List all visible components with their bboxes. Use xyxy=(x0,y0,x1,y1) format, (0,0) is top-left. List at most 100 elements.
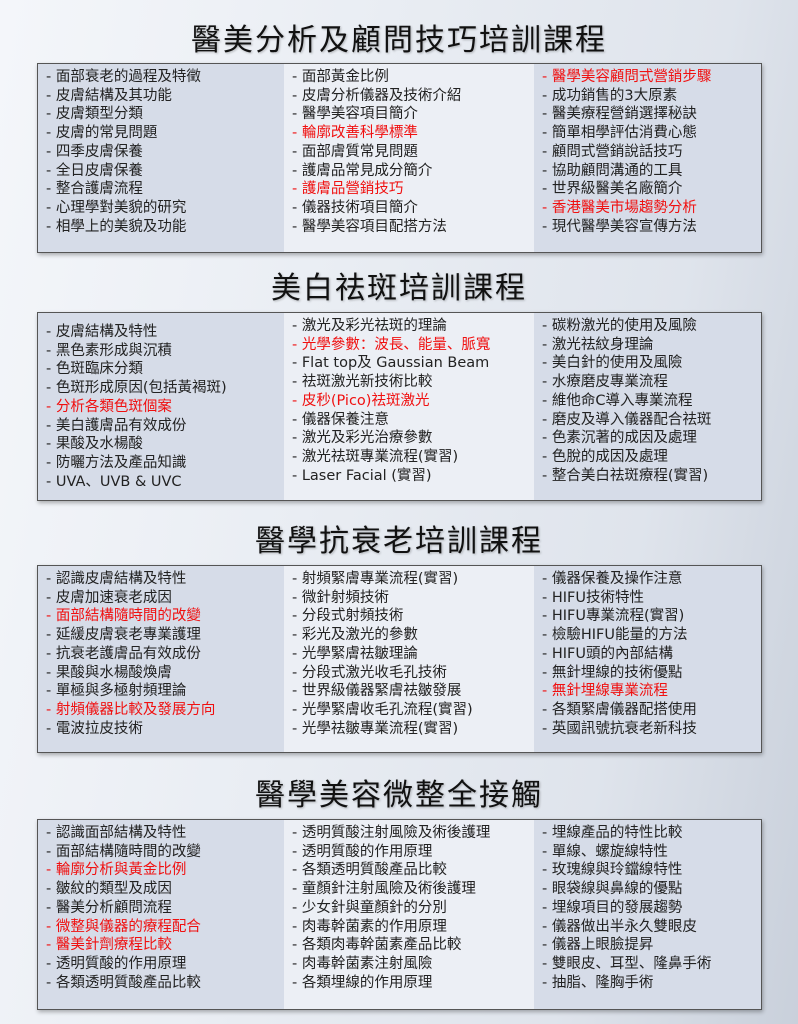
course-item: - 世界級醫美名廠簡介 xyxy=(542,181,683,198)
course-item: - 心理學對美貌的研究 xyxy=(46,199,187,216)
course-item: - HIFU專業流程(實習) xyxy=(542,608,685,625)
course-item: - 相學上的美貌及功能 xyxy=(46,218,187,235)
course-column: - 皮膚結構及特性 - 黑色素形成與沉積 - 色斑臨床分類 - 色斑形成原因(包括黃褐… xyxy=(38,313,284,500)
course-item: - 面部結構隨時間的改變 xyxy=(46,843,201,860)
course-item: - 玫瑰線與玲鐺線特性 xyxy=(542,862,683,879)
course-item: - 果酸與水楊酸煥膚 xyxy=(46,664,172,681)
course-item: - 透明質酸注射風險及術後護理 xyxy=(292,825,491,841)
highlighted-course-item: - 分析各類色斑個案 xyxy=(46,398,172,415)
course-item: - 儀器保養注意 xyxy=(292,411,389,428)
course-item: - 皮膚加速衰老成因 xyxy=(46,589,172,606)
course-item: - 簡單相學評估消費心態 xyxy=(542,125,697,142)
course-item: - 無針埋線的技術優點 xyxy=(542,664,683,681)
course-item: - 皮膚的常見問題 xyxy=(46,125,158,142)
highlighted-course-item: - 醫美針劑療程比較 xyxy=(46,937,172,954)
course-item: - 光學緊膚收毛孔流程(實習) xyxy=(292,701,473,718)
course-column: - 透明質酸注射風險及術後護理 - 透明質酸的作用原理 - 各類透明質酸產品比較 - … xyxy=(284,820,534,1009)
course-item: - 儀器技術項目簡介 xyxy=(292,199,418,216)
highlighted-course-item: - 光學參數：波長、能量、脈寬 xyxy=(292,336,491,353)
course-item: - 皮膚結構及特性 xyxy=(46,324,158,340)
highlighted-course-item: - 香港醫美市場趨勢分析 xyxy=(542,199,697,216)
course-item: - 眼袋線與鼻線的優點 xyxy=(542,881,683,898)
course-item: - 整合護膚流程 xyxy=(46,181,143,198)
course-item: - Flat top及 Gaussian Beam xyxy=(292,355,490,372)
course-box: - 皮膚結構及特性 - 黑色素形成與沉積 - 色斑臨床分類 - 色斑形成原因(包括黃褐… xyxy=(37,312,762,501)
course-item: - 皮膚類型分類 xyxy=(46,106,143,123)
course-item: - 顧問式營銷說話技巧 xyxy=(542,143,683,160)
course-item: - 電波拉皮技術 xyxy=(46,720,143,737)
course-item: - 認識面部結構及特性 xyxy=(46,825,187,841)
course-box: - 面部衰老的過程及特徵 - 皮膚結構及其功能 - 皮膚類型分類 - 皮膚的常見問題 -… xyxy=(37,63,762,253)
course-item: - 皺紋的類型及成因 xyxy=(46,881,172,898)
course-item: - HIFU技術特性 xyxy=(542,589,644,606)
highlighted-course-item: - 微整與儀器的療程配合 xyxy=(46,918,201,935)
course-item: - 光學祛皺專業流程(實習) xyxy=(292,720,459,737)
course-item: - 延緩皮膚衰老專業護理 xyxy=(46,627,201,644)
section-title: 醫美分析及顧問技巧培訓課程 xyxy=(191,23,607,58)
course-item: - 全日皮膚保養 xyxy=(46,162,143,179)
course-item: - 醫學美容項目簡介 xyxy=(292,106,418,123)
course-item: - 肉毒幹菌素的作用原理 xyxy=(292,918,447,935)
highlighted-course-item: - 面部結構隨時間的改變 xyxy=(46,608,201,625)
course-item: - 各類埋線的作用原理 xyxy=(292,974,433,991)
course-item: - 黑色素形成與沉積 xyxy=(46,342,172,359)
course-box: - 認識皮膚結構及特性 - 皮膚加速衰老成因 - 面部結構隨時間的改變 - 延緩皮膚衰… xyxy=(37,565,762,753)
course-item: - 世界級儀器緊膚祛皺發展 xyxy=(292,683,462,700)
course-column: - 認識面部結構及特性 - 面部結構隨時間的改變 - 輪廓分析與黃金比例 - 皺紋的類… xyxy=(38,820,284,1009)
course-item: - 色斑臨床分類 xyxy=(46,361,143,378)
course-item: - 英國訊號抗衰老新科技 xyxy=(542,720,697,737)
course-column: - 激光及彩光祛斑的理論 - 光學參數：波長、能量、脈寬 - Flat top及 G… xyxy=(284,313,534,500)
course-item: - 水療磨皮專業流程 xyxy=(542,374,668,391)
course-item: - 面部黃金比例 xyxy=(292,69,389,85)
course-item: - 射頻緊膚專業流程(實習) xyxy=(292,571,459,587)
highlighted-course-item: - 護膚品營銷技巧 xyxy=(292,181,404,198)
course-item: - 儀器上眼臉提昇 xyxy=(542,937,654,954)
course-item: - 雙眼皮、耳型、隆鼻手術 xyxy=(542,955,712,972)
course-item: - 整合美白祛斑療程(實習) xyxy=(542,467,709,484)
course-column: - 埋線產品的特性比較 - 單線、螺旋線特性 - 玫瑰線與玲鐺線特性 - 眼袋線與鼻線… xyxy=(534,820,761,1009)
course-item: - 檢驗HIFU能量的方法 xyxy=(542,627,688,644)
course-item: - 各類肉毒幹菌素產品比較 xyxy=(292,937,462,954)
course-column: - 面部黃金比例 - 皮膚分析儀器及技術介紹 - 醫學美容項目簡介 - 輪廓改善科學標… xyxy=(284,64,534,252)
section-title: 醫學美容微整全接觸 xyxy=(255,778,543,813)
course-item: - HIFU頭的內部結構 xyxy=(542,645,673,662)
course-column: - 認識皮膚結構及特性 - 皮膚加速衰老成因 - 面部結構隨時間的改變 - 延緩皮膚衰… xyxy=(38,566,284,752)
course-column: - 碳粉激光的使用及風險 - 激光祛紋身理論 - 美白針的使用及風險 - 水療磨皮專業… xyxy=(534,313,761,500)
course-item: - 光學緊膚祛皺理論 xyxy=(292,645,418,662)
course-item: - 協助顧問溝通的工具 xyxy=(542,162,683,179)
course-box: - 認識面部結構及特性 - 面部結構隨時間的改變 - 輪廓分析與黃金比例 - 皺紋的類… xyxy=(37,819,762,1010)
course-item: - 成功銷售的3大原素 xyxy=(542,87,678,104)
course-item: - 磨皮及導入儀器配合祛斑 xyxy=(542,411,712,428)
course-item: - 彩光及激光的參數 xyxy=(292,627,418,644)
course-item: - 童顏針注射風險及術後護理 xyxy=(292,881,476,898)
course-column: - 醫學美容顧問式營銷步驟 - 成功銷售的3大原素 - 醫美療程營銷選擇秘訣 - 簡單… xyxy=(534,64,761,252)
course-item: - 抽脂、隆胸手術 xyxy=(542,974,654,991)
course-item: - 埋線產品的特性比較 xyxy=(542,825,683,841)
course-item: - 各類透明質酸產品比較 xyxy=(292,862,447,879)
course-item: - 碳粉激光的使用及風險 xyxy=(542,318,697,334)
course-item: - 醫美分析顧問流程 xyxy=(46,899,172,916)
course-item: - 皮膚結構及其功能 xyxy=(46,87,172,104)
course-item: - 面部衰老的過程及特徵 xyxy=(46,69,201,85)
course-item: - 抗衰老護膚品有效成份 xyxy=(46,645,201,662)
course-item: - 激光及彩光祛斑的理論 xyxy=(292,318,447,334)
highlighted-course-item: - 醫學美容顧問式營銷步驟 xyxy=(542,69,712,85)
course-item: - 微針射頻技術 xyxy=(292,589,389,606)
course-item: - 面部膚質常見問題 xyxy=(292,143,418,160)
course-item: - 維他命C導入專業流程 xyxy=(542,392,693,409)
course-item: - 色脫的成因及處理 xyxy=(542,448,668,465)
course-item: - 少女針與童顏針的分別 xyxy=(292,899,447,916)
section-title: 醫學抗衰老培訓課程 xyxy=(255,524,543,559)
course-item: - 透明質酸的作用原理 xyxy=(46,955,187,972)
course-item: - 儀器保養及操作注意 xyxy=(542,571,683,587)
course-item: - 分段式激光收毛孔技術 xyxy=(292,664,447,681)
course-item: - 皮膚分析儀器及技術介紹 xyxy=(292,87,462,104)
section-title: 美白祛斑培訓課程 xyxy=(271,271,527,306)
course-item: - 激光祛斑專業流程(實習) xyxy=(292,448,459,465)
course-item: - UVA、UVB & UVC xyxy=(46,473,182,490)
course-item: - 儀器做出半永久雙眼皮 xyxy=(542,918,697,935)
course-item: - 單極與多極射頻理論 xyxy=(46,683,187,700)
course-item: - 祛斑激光新技術比較 xyxy=(292,374,433,391)
highlighted-course-item: - 無針埋線專業流程 xyxy=(542,683,668,700)
course-item: - 美白針的使用及風險 xyxy=(542,355,683,372)
